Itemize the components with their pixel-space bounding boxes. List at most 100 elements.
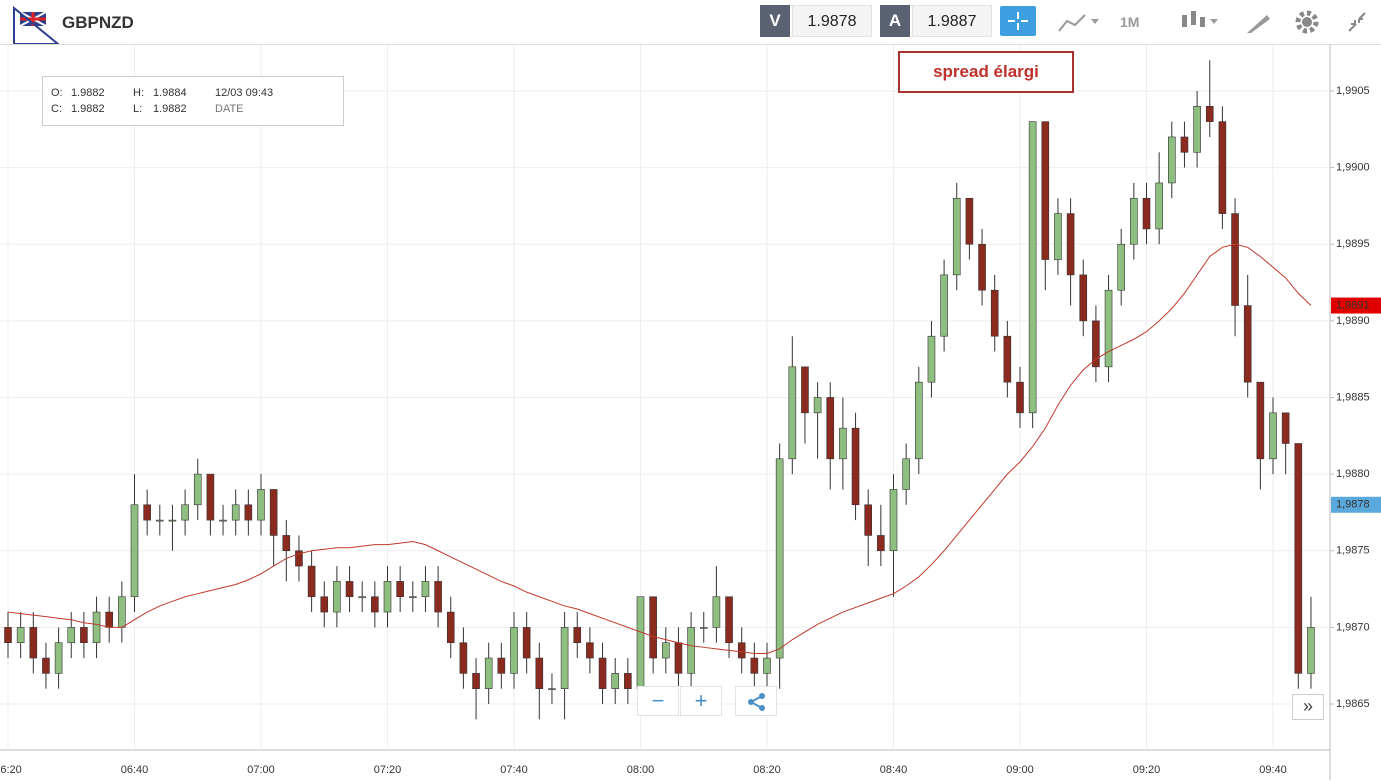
candle-body xyxy=(1243,305,1252,383)
candle-body xyxy=(1003,335,1012,383)
candle-body xyxy=(396,581,404,598)
candle-body xyxy=(472,673,480,689)
value: 1.9882 xyxy=(153,103,187,115)
candle-body xyxy=(763,657,771,674)
price-tag xyxy=(1331,297,1381,314)
ohlc-info: O: 1.9882 H: 1.9884 12/03 09:43 C: 1.988… xyxy=(42,76,344,126)
timeframe[interactable]: 1M xyxy=(1120,14,1140,30)
candle-body xyxy=(156,519,164,522)
candle-body xyxy=(67,627,76,644)
candle-body xyxy=(54,642,63,674)
y-tick-label: 1,9895 xyxy=(1336,238,1370,250)
candle-body xyxy=(611,673,620,689)
flag-icon xyxy=(13,5,60,44)
toolbar: GBPNZD V 1.9878 A 1.9887 1M xyxy=(0,0,1381,45)
candle-body xyxy=(231,504,240,521)
candle-body xyxy=(1092,320,1100,368)
candle-body xyxy=(636,596,645,689)
candle-body xyxy=(889,489,898,552)
candle-body xyxy=(990,289,999,337)
candle-body xyxy=(1180,136,1189,153)
scroll-right[interactable]: » xyxy=(1292,694,1324,720)
candle-body xyxy=(927,335,936,383)
y-tick-label: 1,9905 xyxy=(1336,85,1370,97)
chart-type-button[interactable] xyxy=(1178,7,1228,37)
candle-body xyxy=(877,535,885,552)
candle-body xyxy=(586,642,594,659)
candle-body xyxy=(1269,412,1277,460)
candle-body xyxy=(446,611,455,644)
candle-body xyxy=(1168,136,1176,184)
candle-body xyxy=(965,197,974,245)
zoom-in[interactable]: + xyxy=(680,686,722,716)
candle-body xyxy=(775,458,784,659)
x-tick-label: 07:20 xyxy=(374,764,402,776)
candle-body xyxy=(1256,381,1265,460)
collapse-button[interactable] xyxy=(1343,7,1373,37)
candle-body xyxy=(1104,289,1113,368)
x-tick-label: 09:20 xyxy=(1133,764,1161,776)
candle-body xyxy=(1294,443,1303,674)
candle-body xyxy=(699,627,708,629)
price-tag-label: 1,9878 xyxy=(1336,499,1370,511)
bid-price: 1.9878 xyxy=(792,5,872,37)
indicator-button[interactable] xyxy=(1055,7,1105,37)
candle-body xyxy=(307,565,316,598)
candle-body xyxy=(1142,197,1151,230)
date: 12/03 09:43 xyxy=(215,87,274,99)
date-label: DATE xyxy=(215,103,244,115)
candle-body xyxy=(510,627,518,674)
x-tick-label: 09:00 xyxy=(1006,764,1034,776)
zoom-out[interactable]: − xyxy=(637,686,679,716)
crosshair-button[interactable] xyxy=(1000,6,1036,36)
draw-button[interactable] xyxy=(1243,7,1273,37)
y-tick-label: 1,9875 xyxy=(1336,545,1370,557)
x-tick-label: 08:20 xyxy=(753,764,781,776)
y-tick-label: 1,9880 xyxy=(1336,468,1370,480)
candle-body xyxy=(1231,213,1239,306)
candle-body xyxy=(16,627,25,644)
chart: 1,9865 1,9870 1,9875 1,9880 1,9885 1,9890 1,98… xyxy=(0,45,1381,780)
candle-body xyxy=(295,550,303,567)
candle-body xyxy=(649,596,657,659)
candle-body xyxy=(737,642,746,659)
candle-body xyxy=(1066,213,1075,276)
label: H: xyxy=(133,87,144,99)
bid-button[interactable]: V xyxy=(760,5,790,37)
share-button[interactable] xyxy=(735,686,777,716)
candle-body xyxy=(851,427,860,506)
candle-body xyxy=(548,688,556,690)
ask-button[interactable]: A xyxy=(880,5,910,37)
label: C: xyxy=(51,103,62,115)
candle-body xyxy=(750,657,759,674)
value: 1.9882 xyxy=(71,87,105,99)
moving-average xyxy=(7,243,1312,654)
candle-body xyxy=(725,596,733,644)
candle-body xyxy=(345,581,354,598)
x-tick-label: 08:40 xyxy=(880,764,908,776)
candle-body xyxy=(29,627,38,659)
y-tick-label: 1,9885 xyxy=(1336,391,1370,403)
label: O: xyxy=(51,87,63,99)
candle-body xyxy=(282,535,291,552)
x-tick-label: 07:00 xyxy=(247,764,275,776)
x-tick-label: 08:00 xyxy=(627,764,655,776)
candle-body xyxy=(105,611,113,628)
ask-price: 1.9887 xyxy=(912,5,992,37)
price-tag-label: 1,9891 xyxy=(1336,299,1370,311)
candle-body xyxy=(687,627,695,674)
candle-body xyxy=(143,504,151,521)
settings-button[interactable] xyxy=(1292,7,1322,37)
candle-body xyxy=(978,243,986,291)
candle-body xyxy=(383,581,392,613)
candle-body xyxy=(1041,121,1050,260)
candle-body xyxy=(661,642,670,659)
candle-body xyxy=(1218,121,1227,214)
candle-body xyxy=(573,627,582,644)
candle-body xyxy=(459,642,468,674)
candle-body xyxy=(952,197,961,276)
candle-body xyxy=(42,657,50,674)
candle-body xyxy=(674,642,683,674)
candle-body xyxy=(92,611,101,644)
